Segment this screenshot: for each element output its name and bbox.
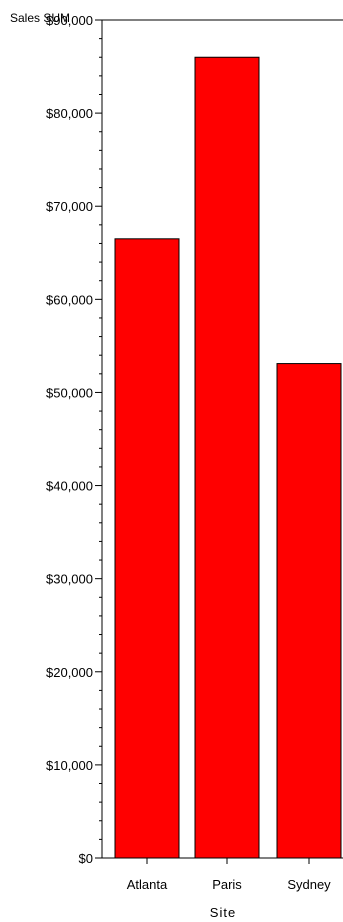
y-axis-title: Sales SUM — [10, 11, 70, 25]
bar-sydney — [276, 363, 342, 859]
y-tick-label: $10,000 — [46, 758, 93, 773]
y-tick-label: $30,000 — [46, 572, 93, 587]
bar-paris — [194, 56, 260, 859]
y-tick-label: $90,000 — [46, 13, 93, 28]
y-tick-label: $60,000 — [46, 292, 93, 307]
x-axis-title: Site — [210, 905, 236, 920]
bar-atlanta — [114, 238, 180, 859]
x-tick-label: Sydney — [287, 877, 331, 892]
y-tick-label: $20,000 — [46, 665, 93, 680]
y-tick-label: $70,000 — [46, 199, 93, 214]
x-tick-label: Paris — [212, 877, 242, 892]
plot-area: $0 $10,000 $20,000 $30,000 $40,000 $50,000 $60… — [46, 13, 343, 892]
x-tick-label: Atlanta — [127, 877, 168, 892]
y-tick-label: $50,000 — [46, 385, 93, 400]
y-tick-label: $80,000 — [46, 106, 93, 121]
y-tick-label: $0 — [79, 851, 93, 866]
y-tick-label: $40,000 — [46, 479, 93, 494]
